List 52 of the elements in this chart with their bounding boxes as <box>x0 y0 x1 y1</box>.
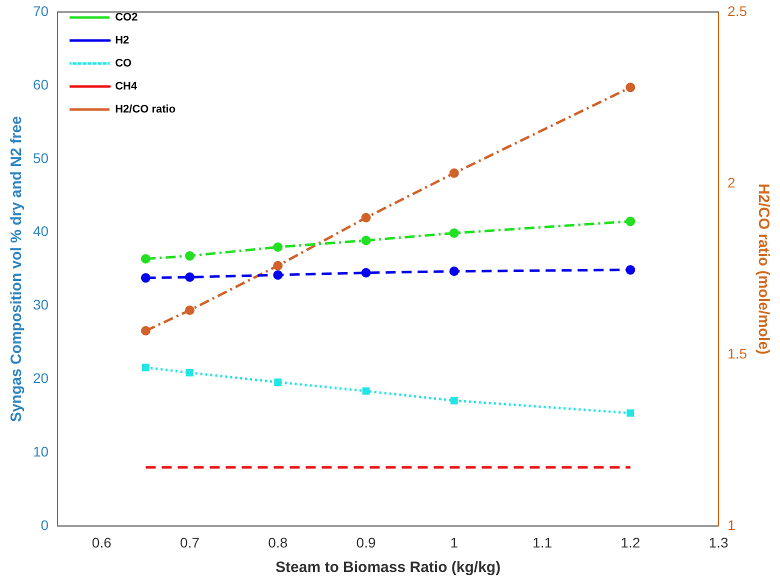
x-tick-label: 0.6 <box>92 534 112 550</box>
point <box>185 272 195 282</box>
point <box>626 409 634 417</box>
y2-axis-title: H2/CO ratio (mole/mole) <box>754 184 772 355</box>
point <box>450 396 458 404</box>
y-tick-label: 50 <box>32 150 49 166</box>
point <box>140 326 150 336</box>
point <box>274 378 282 386</box>
point <box>361 212 371 222</box>
point <box>449 228 459 238</box>
legend-label: CO <box>115 58 132 70</box>
point <box>142 364 150 372</box>
point <box>361 268 371 278</box>
point <box>185 305 195 315</box>
point <box>273 242 283 252</box>
point <box>449 168 459 178</box>
x-tick-label: 1 <box>450 534 458 550</box>
y2-tick-label: 1 <box>728 517 736 534</box>
point <box>449 266 459 276</box>
y-tick-label: 60 <box>32 76 49 92</box>
x-tick-label: 1.2 <box>620 534 640 550</box>
legend-label: H2/CO ratio <box>115 104 176 116</box>
y2-tick-label: 1.5 <box>728 346 748 362</box>
point <box>273 260 283 270</box>
point <box>362 387 370 395</box>
point <box>140 254 150 264</box>
legend-label: CO2 <box>115 12 138 24</box>
y-tick-label: 0 <box>40 517 49 534</box>
point <box>626 82 636 92</box>
x-tick-label: 0.9 <box>356 534 376 550</box>
x-tick-label: 0.7 <box>180 534 200 550</box>
y-tick-label: 40 <box>32 223 49 240</box>
point <box>186 368 194 376</box>
y-tick-label: 10 <box>32 444 49 460</box>
x-tick-label: 1.1 <box>532 534 552 550</box>
y-tick-label: 70 <box>32 2 49 19</box>
y2-tick-label: 2.5 <box>728 2 748 19</box>
legend-label: H2 <box>115 34 130 47</box>
x-tick-label: 0.8 <box>268 534 288 550</box>
y-tick-label: 20 <box>32 370 49 386</box>
legend-label: CH4 <box>115 80 138 93</box>
point <box>626 216 636 226</box>
x-axis-title: Steam to Biomass Ratio (kg/kg) <box>276 559 501 576</box>
point <box>626 265 636 275</box>
y-axis-title: Syngas Composition vol % dry and N2 free <box>8 116 26 422</box>
point <box>361 236 371 246</box>
y-tick-label: 30 <box>32 296 49 313</box>
point <box>273 270 283 280</box>
y2-tick-label: 2 <box>728 174 736 190</box>
point <box>185 251 195 261</box>
x-tick-label: 1.3 <box>708 534 728 550</box>
point <box>140 273 150 283</box>
